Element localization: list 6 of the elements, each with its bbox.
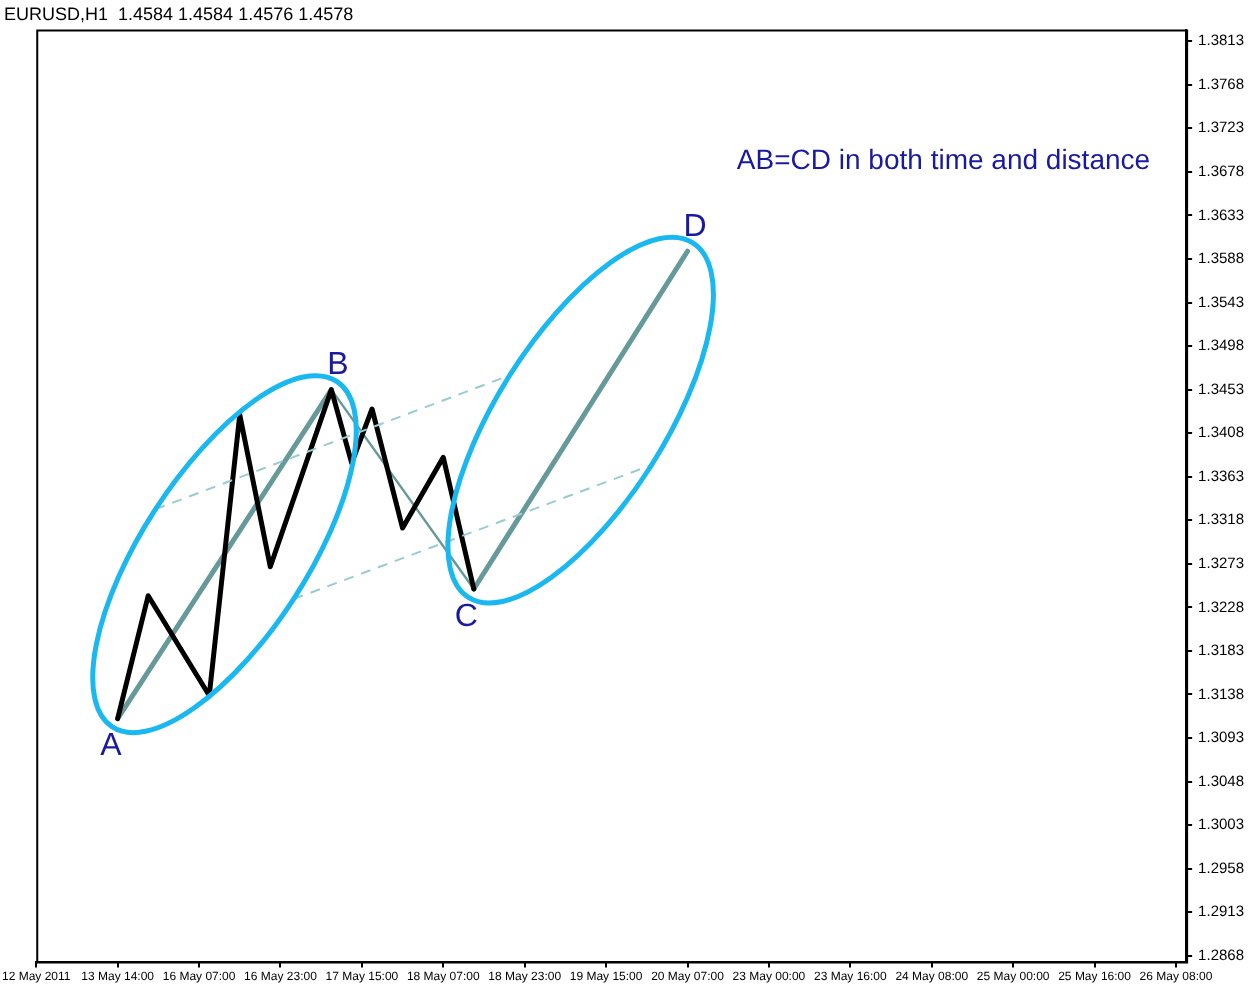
annotation: A bbox=[100, 729, 123, 764]
annotation: AB=CD in both time and distance bbox=[736, 143, 1151, 176]
annotation: D bbox=[683, 210, 707, 245]
annotation: C bbox=[454, 599, 478, 634]
annotation: B bbox=[327, 348, 349, 383]
chart-title: EURUSD,H1 1.4584 1.4584 1.4576 1.4578 bbox=[4, 3, 354, 24]
